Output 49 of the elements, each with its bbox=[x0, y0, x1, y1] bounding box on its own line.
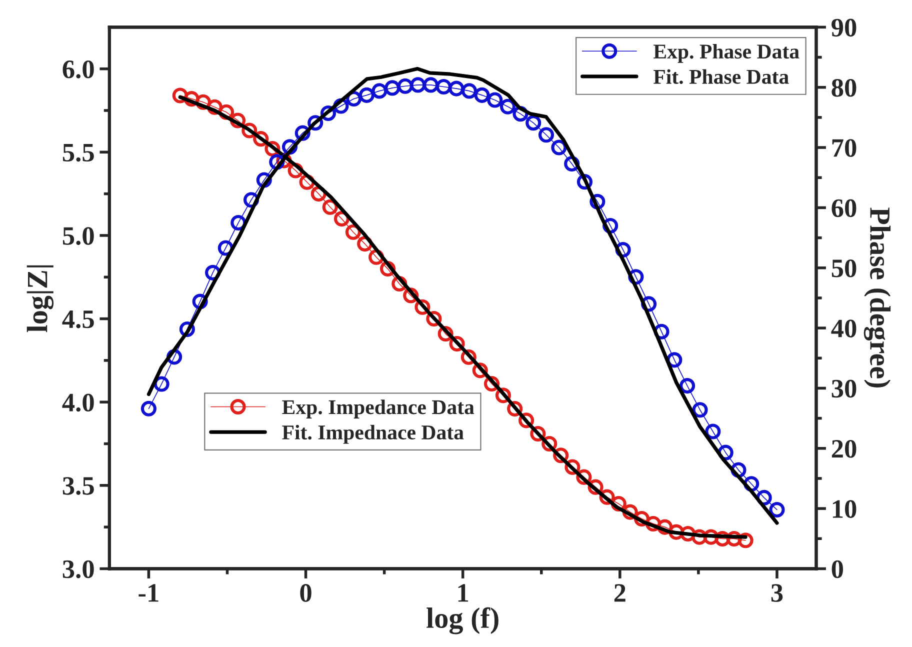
y-tick-label: 4.5 bbox=[62, 310, 94, 328]
x-tick-label: 2 bbox=[614, 584, 626, 602]
y2-tick-label: 10 bbox=[832, 500, 856, 518]
x-tick-label: 1 bbox=[458, 584, 468, 602]
point bbox=[526, 115, 542, 131]
point bbox=[423, 77, 439, 93]
y2-axis-title: Phase (degree) bbox=[864, 208, 891, 388]
y2-tick-label: 30 bbox=[832, 380, 856, 398]
point bbox=[538, 127, 554, 143]
point bbox=[410, 77, 426, 93]
legend-label: Exp. Phase Data bbox=[654, 44, 800, 63]
y2-tick-label: 40 bbox=[831, 320, 856, 338]
y-tick-label: 5.0 bbox=[62, 227, 94, 245]
point bbox=[705, 424, 721, 440]
point bbox=[692, 402, 708, 418]
y-tick-label: 3.0 bbox=[62, 560, 94, 578]
point bbox=[397, 78, 413, 94]
y2-tick-label: 60 bbox=[832, 199, 856, 218]
y-tick-label: 6.0 bbox=[62, 60, 94, 78]
y2-tick-label: 80 bbox=[832, 78, 856, 97]
point bbox=[680, 378, 696, 394]
point bbox=[500, 98, 516, 114]
y2-tick-label: 90 bbox=[832, 18, 856, 37]
x-axis-title: log (f) bbox=[426, 607, 498, 634]
y2-tick-label: 70 bbox=[832, 139, 856, 157]
point bbox=[769, 502, 785, 518]
y-tick-label: 3.5 bbox=[62, 477, 94, 495]
point bbox=[172, 88, 188, 104]
point bbox=[358, 87, 374, 103]
x-tick-label: 0 bbox=[300, 584, 312, 602]
point bbox=[448, 80, 464, 96]
point bbox=[140, 400, 156, 416]
x-tick-label: -1 bbox=[138, 584, 158, 602]
point bbox=[372, 83, 388, 99]
legend-label: Fit. Phase Data bbox=[654, 69, 789, 84]
y2-tick-label: 20 bbox=[832, 440, 856, 458]
point bbox=[436, 78, 452, 95]
y2-tick-label: 0 bbox=[832, 560, 844, 578]
point bbox=[384, 80, 400, 96]
y2-tick-label: 50 bbox=[832, 259, 856, 278]
x-tick-label: 3 bbox=[771, 584, 783, 602]
y-axis-title: log|Z| bbox=[26, 265, 54, 332]
point bbox=[474, 87, 490, 103]
legend-label: Fit. Impednace Data bbox=[282, 424, 464, 444]
point bbox=[462, 83, 478, 99]
y-tick-label: 4.0 bbox=[62, 394, 94, 412]
point bbox=[487, 92, 503, 108]
y-tick-label: 5.5 bbox=[62, 144, 94, 162]
legend-label: Exp. Impedance Data bbox=[282, 400, 474, 418]
